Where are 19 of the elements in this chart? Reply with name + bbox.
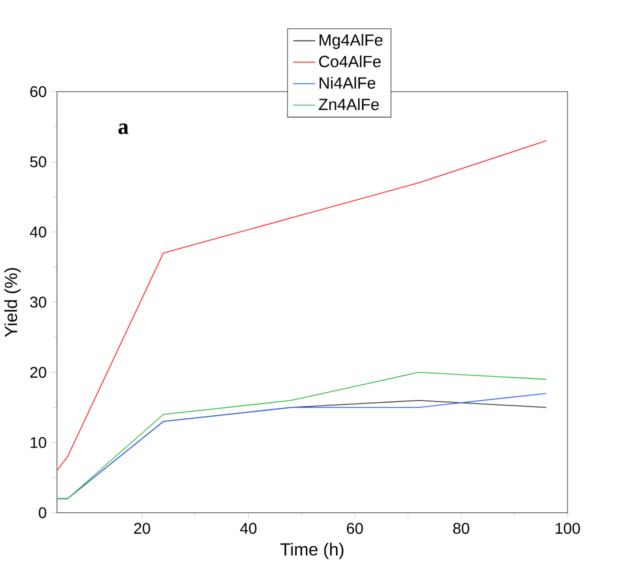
y-tick-label: 40 (30, 226, 46, 238)
legend-label: Mg4AlFe (320, 34, 382, 49)
x-tick-label: 60 (346, 522, 363, 534)
legend-label: Ni4AlFe (320, 76, 376, 89)
y-axis-title: Yield (%) (4, 268, 21, 337)
x-axis-title: Time (h) (280, 542, 344, 559)
y-tick-label: 0 (38, 507, 46, 518)
y-tick-label: 20 (30, 366, 46, 378)
annotation: a (118, 123, 128, 134)
x-tick-label: 80 (453, 522, 470, 534)
y-tick-label: 10 (30, 436, 46, 448)
y-tick-label: 30 (30, 296, 46, 308)
x-tick-label: 20 (134, 522, 150, 534)
x-tick-label: 100 (556, 522, 580, 534)
legend-label: Zn4AlFe (318, 98, 379, 110)
y-tick-label: 60 (30, 86, 46, 97)
x-tick-label: 40 (240, 522, 256, 534)
legend-label: Co4AlFe (319, 55, 381, 68)
y-tick-label: 50 (30, 156, 46, 168)
